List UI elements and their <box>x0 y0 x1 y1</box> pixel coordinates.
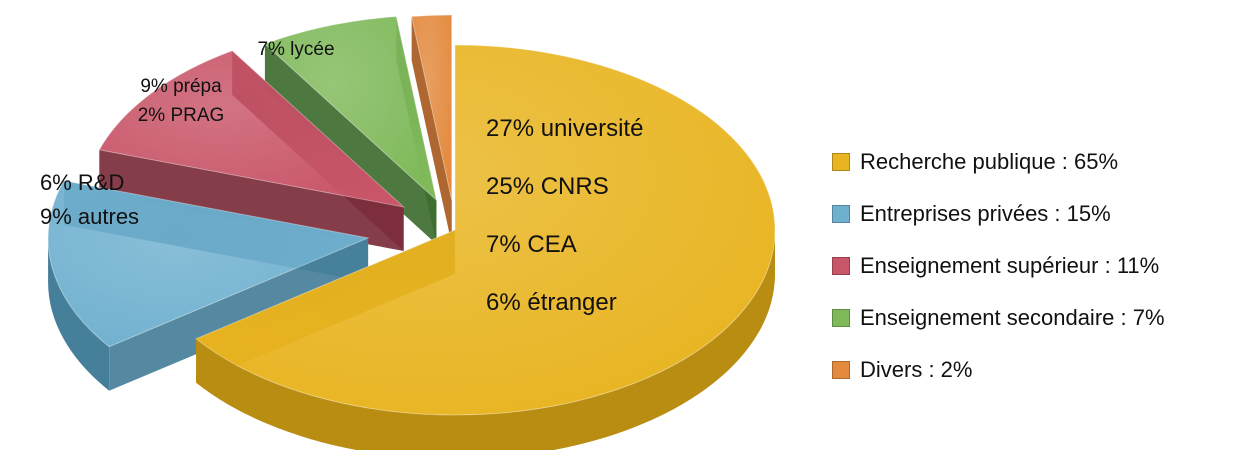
pie-slice-top <box>47 180 370 348</box>
pie-slice-2: 6% R&D 9% autres <box>40 170 370 391</box>
pie-slice-top <box>263 16 438 202</box>
legend-label: Enseignement supérieur : 11% <box>860 253 1160 278</box>
legend-label: Enseignement secondaire : 7% <box>860 305 1165 330</box>
legend-item: Recherche publique : 65% <box>832 136 1165 188</box>
legend-label: Recherche publique : 65% <box>860 149 1119 174</box>
slice-annotation: 6% étranger <box>486 289 617 316</box>
pie-slice-side <box>196 230 775 450</box>
pie-slice-3: 9% prépa 2% PRAG <box>98 50 406 251</box>
slice-annotation: 7% CEA <box>486 231 577 258</box>
pie-slice-4: 7% lycée <box>257 16 438 245</box>
pie-slice-top <box>98 50 406 208</box>
slice-annotation: 9% prépa <box>140 76 222 97</box>
legend-item: Enseignement supérieur : 11% <box>832 240 1165 292</box>
legend-swatch <box>832 361 850 379</box>
slice-annotation: 9% autres <box>40 204 139 229</box>
legend-item: Divers : 2% <box>832 344 1165 396</box>
legend: Recherche publique : 65% Entreprises priv… <box>832 136 1165 396</box>
pie-slice-top <box>195 44 776 416</box>
legend-swatch <box>832 309 850 327</box>
legend-swatch <box>832 205 850 223</box>
legend-label: Divers : 2% <box>860 357 973 382</box>
legend-item: Enseignement secondaire : 7% <box>832 292 1165 344</box>
slice-annotation: 6% R&D <box>40 170 124 195</box>
slice-annotation: 25% CNRS <box>486 173 609 200</box>
pie-slice-1: 27% université 25% CNRS 7% CEA 6% étranger <box>195 44 776 450</box>
legend-label: Entreprises privées : 15% <box>860 201 1111 226</box>
legend-swatch <box>832 257 850 275</box>
pie-slice-top <box>411 14 453 201</box>
pie-slice-side <box>48 237 110 391</box>
slice-annotation: 27% université <box>486 115 643 142</box>
pie-slice-5 <box>411 14 453 244</box>
slice-annotation: 7% lycée <box>257 39 334 60</box>
slice-annotation: 2% PRAG <box>138 105 225 126</box>
legend-item: Entreprises privées : 15% <box>832 188 1165 240</box>
legend-swatch <box>832 153 850 171</box>
